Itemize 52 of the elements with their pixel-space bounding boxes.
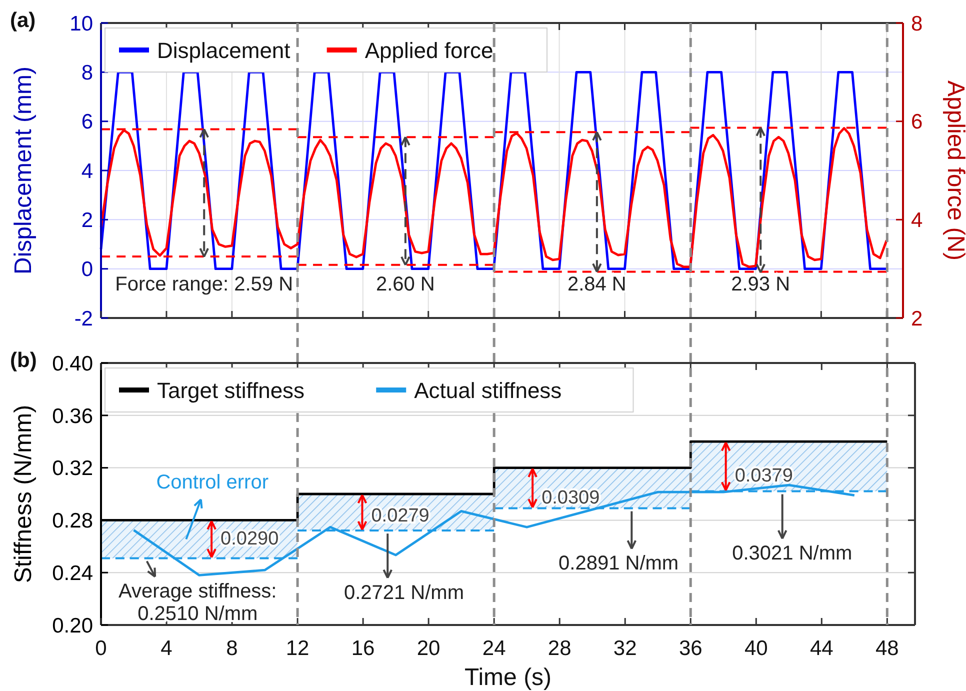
line-series <box>100 127 888 268</box>
y2-tick-label: 6 <box>911 110 923 134</box>
x-tick-label: 12 <box>286 637 310 660</box>
y-tick-label: 0 <box>81 258 93 282</box>
x-tick-label: 20 <box>416 637 440 660</box>
y-axis-title: Stiffness (N/mm) <box>10 404 37 584</box>
x-tick-label: 36 <box>678 637 702 660</box>
y2-tick-label: 4 <box>911 209 923 232</box>
y2-tick-label: 2 <box>911 307 923 330</box>
y-tick-label: 0.20 <box>52 614 93 638</box>
annotation: Average stiffness: <box>118 580 277 603</box>
y-tick-label: 2 <box>81 209 93 232</box>
chart-title: (a) <box>10 9 36 32</box>
x-tick-label: 28 <box>548 637 572 660</box>
y-tick-label: -2 <box>74 307 93 330</box>
y-axis-title: Displacement (mm) <box>10 66 37 275</box>
annotation: 0.0279 <box>371 506 430 527</box>
x-tick-label: 44 <box>810 637 834 660</box>
y-tick-label: 4 <box>81 160 94 183</box>
y-tick-label: 10 <box>70 12 93 36</box>
y-tick-label: 0.36 <box>52 404 93 428</box>
x-tick-label: 24 <box>482 637 506 660</box>
y-tick-label: 6 <box>81 110 93 134</box>
annotation: 0.3021 N/mm <box>732 542 852 565</box>
annotation: 2.93 N <box>731 274 790 296</box>
annotation: 0.2510 N/mm <box>138 603 258 626</box>
annotation: 2.84 N <box>567 274 626 296</box>
y-tick-label: 0.32 <box>52 457 93 480</box>
legend-label: Applied force <box>364 38 494 63</box>
y2-tick-label: 8 <box>911 12 923 36</box>
legend-label: Actual stiffness <box>414 378 562 403</box>
y2-axis-title: Applied force (N) <box>942 80 966 261</box>
y-tick-label: 0.24 <box>52 562 94 585</box>
annotation: 0.2891 N/mm <box>558 552 679 575</box>
x-tick-label: 4 <box>160 637 173 660</box>
chart-title: (b) <box>10 349 37 372</box>
x-tick-label: 8 <box>226 637 238 660</box>
x-tick-label: 40 <box>744 637 768 660</box>
annotation: 0.2721 N/mm <box>344 582 464 604</box>
x-tick-label: 32 <box>613 637 637 660</box>
y-tick-label: 8 <box>81 62 93 85</box>
annotation: 0.0379 <box>734 466 793 487</box>
x-tick-label: 48 <box>875 637 899 660</box>
annotation: 2.60 N <box>376 274 435 296</box>
legend-label: Target stiffness <box>157 378 305 403</box>
y-tick-label: 0.28 <box>52 510 93 533</box>
annotation: Control error <box>156 471 269 494</box>
x-tick-label: 16 <box>351 637 375 660</box>
annotation: Force range: 2.59 N <box>115 274 294 296</box>
x-axis-title: Time (s) <box>464 664 552 691</box>
y-tick-label: 0.40 <box>52 352 93 376</box>
legend-label: Displacement <box>157 38 290 63</box>
